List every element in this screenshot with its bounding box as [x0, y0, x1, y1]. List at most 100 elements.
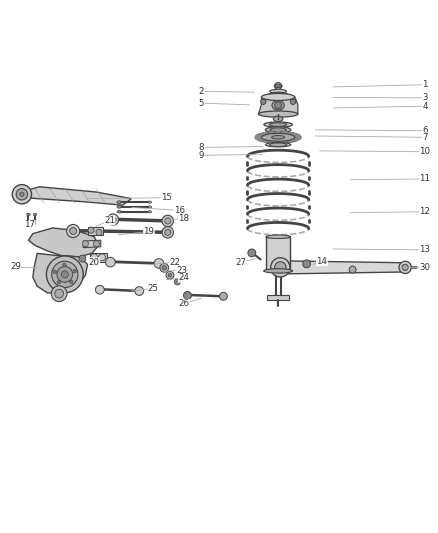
Ellipse shape [261, 133, 295, 141]
Circle shape [349, 266, 356, 273]
Text: 9: 9 [199, 151, 204, 160]
Circle shape [275, 83, 282, 90]
Circle shape [168, 273, 172, 277]
Polygon shape [269, 132, 272, 134]
Circle shape [99, 254, 106, 261]
Text: 5: 5 [199, 99, 204, 108]
Ellipse shape [264, 269, 293, 273]
Text: 16: 16 [174, 206, 185, 215]
Polygon shape [269, 132, 274, 133]
Polygon shape [265, 133, 267, 134]
Circle shape [63, 263, 66, 266]
Text: 26: 26 [178, 299, 190, 308]
Ellipse shape [269, 123, 287, 126]
Ellipse shape [148, 206, 152, 208]
Circle shape [16, 189, 28, 200]
Polygon shape [269, 141, 274, 143]
Ellipse shape [257, 133, 299, 142]
Ellipse shape [265, 127, 291, 133]
Polygon shape [293, 138, 300, 140]
Polygon shape [287, 141, 293, 142]
Text: 30: 30 [419, 263, 431, 272]
Ellipse shape [266, 235, 290, 238]
Polygon shape [287, 132, 293, 134]
Text: 2: 2 [199, 87, 204, 96]
Polygon shape [285, 141, 287, 143]
Circle shape [110, 216, 116, 223]
Circle shape [73, 269, 77, 273]
Polygon shape [259, 140, 265, 141]
Ellipse shape [269, 92, 287, 96]
Circle shape [95, 285, 104, 294]
Text: 29: 29 [10, 262, 21, 271]
Circle shape [248, 249, 256, 257]
Circle shape [162, 215, 173, 227]
Text: 15: 15 [161, 193, 172, 202]
Text: 17: 17 [24, 220, 35, 229]
Circle shape [106, 257, 115, 267]
Polygon shape [28, 228, 99, 257]
Text: 22: 22 [170, 257, 181, 266]
Polygon shape [256, 138, 263, 140]
Circle shape [93, 241, 99, 247]
Circle shape [165, 218, 171, 224]
Circle shape [12, 184, 32, 204]
Circle shape [275, 262, 286, 273]
Text: 7: 7 [422, 133, 427, 142]
Text: 12: 12 [419, 207, 431, 216]
Circle shape [61, 271, 68, 278]
Polygon shape [278, 141, 281, 143]
Circle shape [402, 264, 408, 270]
Polygon shape [263, 141, 269, 142]
Text: 27: 27 [235, 257, 247, 266]
Polygon shape [295, 136, 301, 138]
Polygon shape [291, 134, 297, 135]
Polygon shape [276, 132, 280, 133]
Text: 23: 23 [176, 265, 187, 274]
Ellipse shape [258, 111, 298, 117]
Ellipse shape [264, 122, 293, 127]
Ellipse shape [272, 101, 284, 110]
Circle shape [88, 227, 94, 233]
Ellipse shape [272, 93, 285, 96]
Ellipse shape [33, 213, 37, 215]
Circle shape [82, 241, 88, 247]
Circle shape [70, 280, 73, 284]
Circle shape [135, 287, 144, 295]
Circle shape [219, 292, 227, 300]
Polygon shape [265, 141, 269, 142]
Circle shape [79, 255, 86, 262]
Ellipse shape [261, 93, 295, 101]
Polygon shape [266, 237, 290, 271]
Polygon shape [256, 135, 263, 136]
Text: 8: 8 [199, 143, 204, 152]
Circle shape [53, 270, 57, 273]
Circle shape [162, 265, 166, 270]
Circle shape [154, 259, 164, 268]
Text: 20: 20 [88, 257, 100, 266]
Polygon shape [90, 253, 107, 262]
Text: 19: 19 [144, 227, 154, 236]
Ellipse shape [148, 211, 152, 213]
Circle shape [399, 261, 411, 273]
Circle shape [303, 260, 311, 268]
Polygon shape [13, 187, 131, 205]
Ellipse shape [269, 143, 287, 147]
Polygon shape [257, 139, 263, 140]
Circle shape [52, 261, 78, 287]
Text: 11: 11 [419, 174, 431, 183]
Circle shape [162, 227, 173, 238]
Polygon shape [293, 135, 300, 136]
Polygon shape [281, 132, 285, 133]
Text: 21: 21 [104, 216, 115, 225]
Polygon shape [258, 97, 298, 114]
Circle shape [91, 254, 98, 261]
Polygon shape [263, 132, 269, 134]
Polygon shape [259, 134, 265, 135]
Ellipse shape [270, 128, 286, 132]
Polygon shape [280, 261, 405, 274]
Circle shape [57, 280, 61, 284]
Circle shape [107, 214, 119, 225]
Ellipse shape [255, 132, 301, 143]
Polygon shape [289, 140, 292, 142]
